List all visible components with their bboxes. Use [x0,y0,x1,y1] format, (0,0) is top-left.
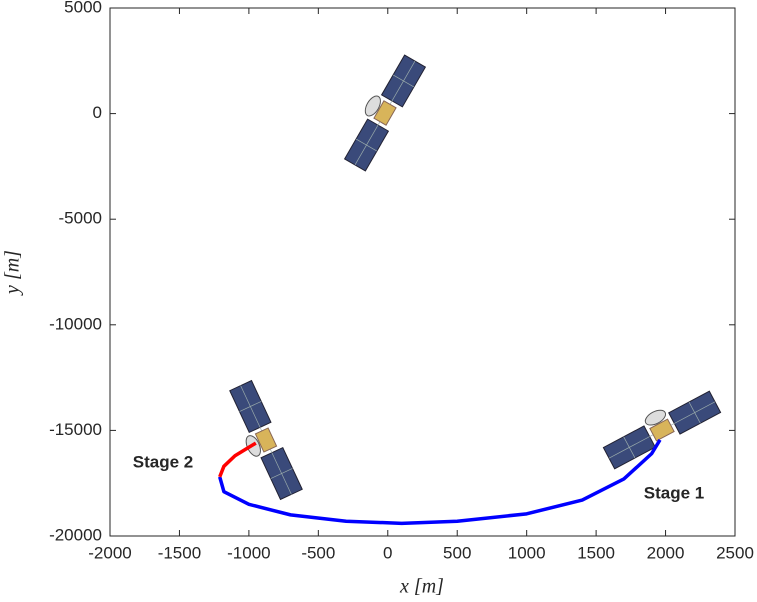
y-tick-label: 0 [93,103,102,122]
x-tick-label: -500 [301,543,335,562]
x-tick-label: 0 [383,543,392,562]
series-label: Stage 1 [644,483,704,502]
y-tick-label: 5000 [64,0,102,16]
series-label: Stage 2 [133,452,193,471]
x-tick-label: 1000 [508,543,546,562]
satellite-icon [599,383,722,470]
x-tick-label: -1500 [158,543,201,562]
x-tick-label: -2000 [88,543,131,562]
satellite-icon [222,380,303,504]
x-tick-label: -1000 [227,543,270,562]
y-tick-label: -5000 [59,209,102,228]
line-series [218,438,662,526]
y-tick-label: -15000 [49,420,102,439]
y-axis-label: y [m] [2,250,24,296]
x-axis-label: x [m] [399,576,444,598]
axes-box [109,7,736,537]
x-tick-label: 2500 [716,543,754,562]
line-series [218,441,257,478]
x-tick-label: 1500 [577,543,615,562]
y-tick-label: -20000 [49,525,102,544]
y-tick-label: -10000 [49,314,102,333]
x-tick-label: 2000 [647,543,685,562]
satellite-icon [337,50,426,172]
x-tick-label: 500 [443,543,471,562]
